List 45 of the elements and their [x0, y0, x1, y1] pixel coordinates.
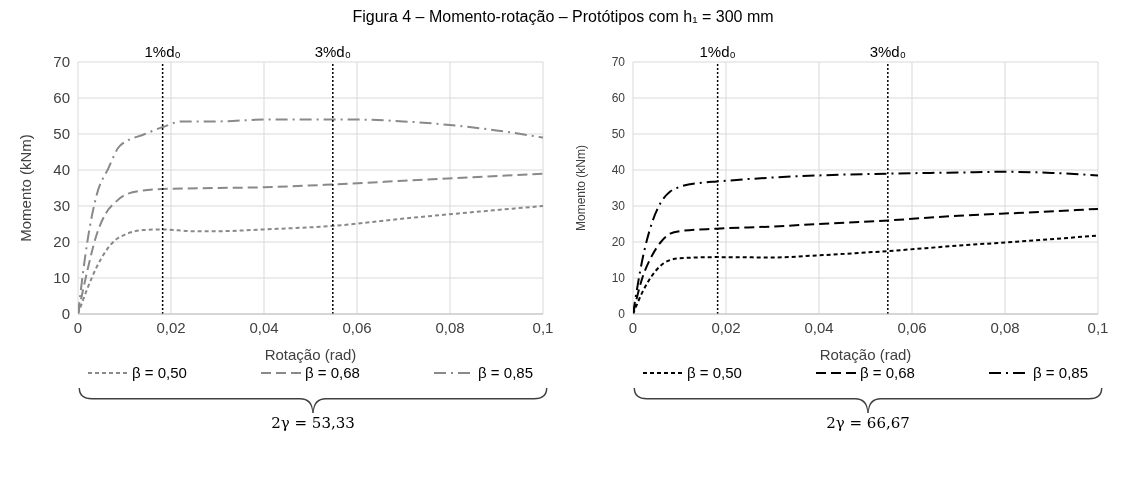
x-axis-title: Rotação (rad) [819, 346, 912, 363]
y-tick-label: 60 [611, 91, 626, 106]
x-tick-label: 0,1 [1087, 318, 1109, 336]
legend-label: β = 0,85 [478, 364, 533, 381]
y-tick-label: 40 [53, 161, 70, 179]
y-tick-label: 20 [611, 235, 626, 250]
text: 2γ = 53,33 [270, 414, 356, 432]
legend-label: β = 0,85 [1033, 364, 1088, 381]
x-axis-title: Rotação (rad) [264, 346, 357, 363]
y-tick-label: 10 [611, 271, 626, 286]
legend-label: β = 0,68 [305, 364, 360, 381]
x-tick-label: 0 [628, 318, 638, 336]
ref-line-label: 1%d₀ [699, 43, 736, 60]
chart-title: Figura 4 – Momento-rotação – Protótipos com h₁ = 300 mm [351, 8, 775, 26]
x-tick-label: 0,02 [711, 318, 741, 336]
y-tick-label: 70 [53, 53, 70, 71]
x-tick-label: 0,04 [249, 318, 279, 336]
y-tick-label: 0 [618, 307, 626, 322]
y-tick-label: 30 [53, 197, 70, 215]
y-tick-label: 30 [611, 199, 626, 214]
x-tick-label: 0,06 [897, 318, 927, 336]
y-axis-title: Momento (kNm) [574, 144, 589, 232]
x-tick-label: 0,02 [156, 318, 186, 336]
x-tick-label: 0,08 [990, 318, 1020, 336]
legend-label: β = 0,50 [687, 364, 742, 381]
legend-label: β = 0,68 [860, 364, 915, 381]
x-tick-label: 0 [73, 318, 83, 336]
y-tick-label: 40 [611, 163, 626, 178]
y-tick-label: 10 [53, 269, 70, 287]
text: 2γ = 66,67 [825, 414, 911, 432]
ref-line-label: 1%d₀ [144, 43, 181, 60]
y-tick-label: 50 [53, 125, 70, 143]
y-axis-title: Momento (kNm) [17, 134, 35, 242]
legend-label: β = 0,50 [132, 364, 187, 381]
y-tick-label: 70 [611, 55, 626, 70]
y-tick-label: 50 [611, 127, 626, 142]
ref-line-label: 3%d₀ [869, 43, 906, 60]
ref-line-label: 3%d₀ [314, 43, 351, 60]
y-tick-label: 0 [61, 305, 70, 323]
y-tick-label: 20 [53, 233, 70, 251]
x-tick-label: 0,1 [532, 318, 554, 336]
x-tick-label: 0,06 [342, 318, 372, 336]
x-tick-label: 0,04 [804, 318, 834, 336]
x-tick-label: 0,08 [435, 318, 465, 336]
y-tick-label: 60 [53, 89, 70, 107]
